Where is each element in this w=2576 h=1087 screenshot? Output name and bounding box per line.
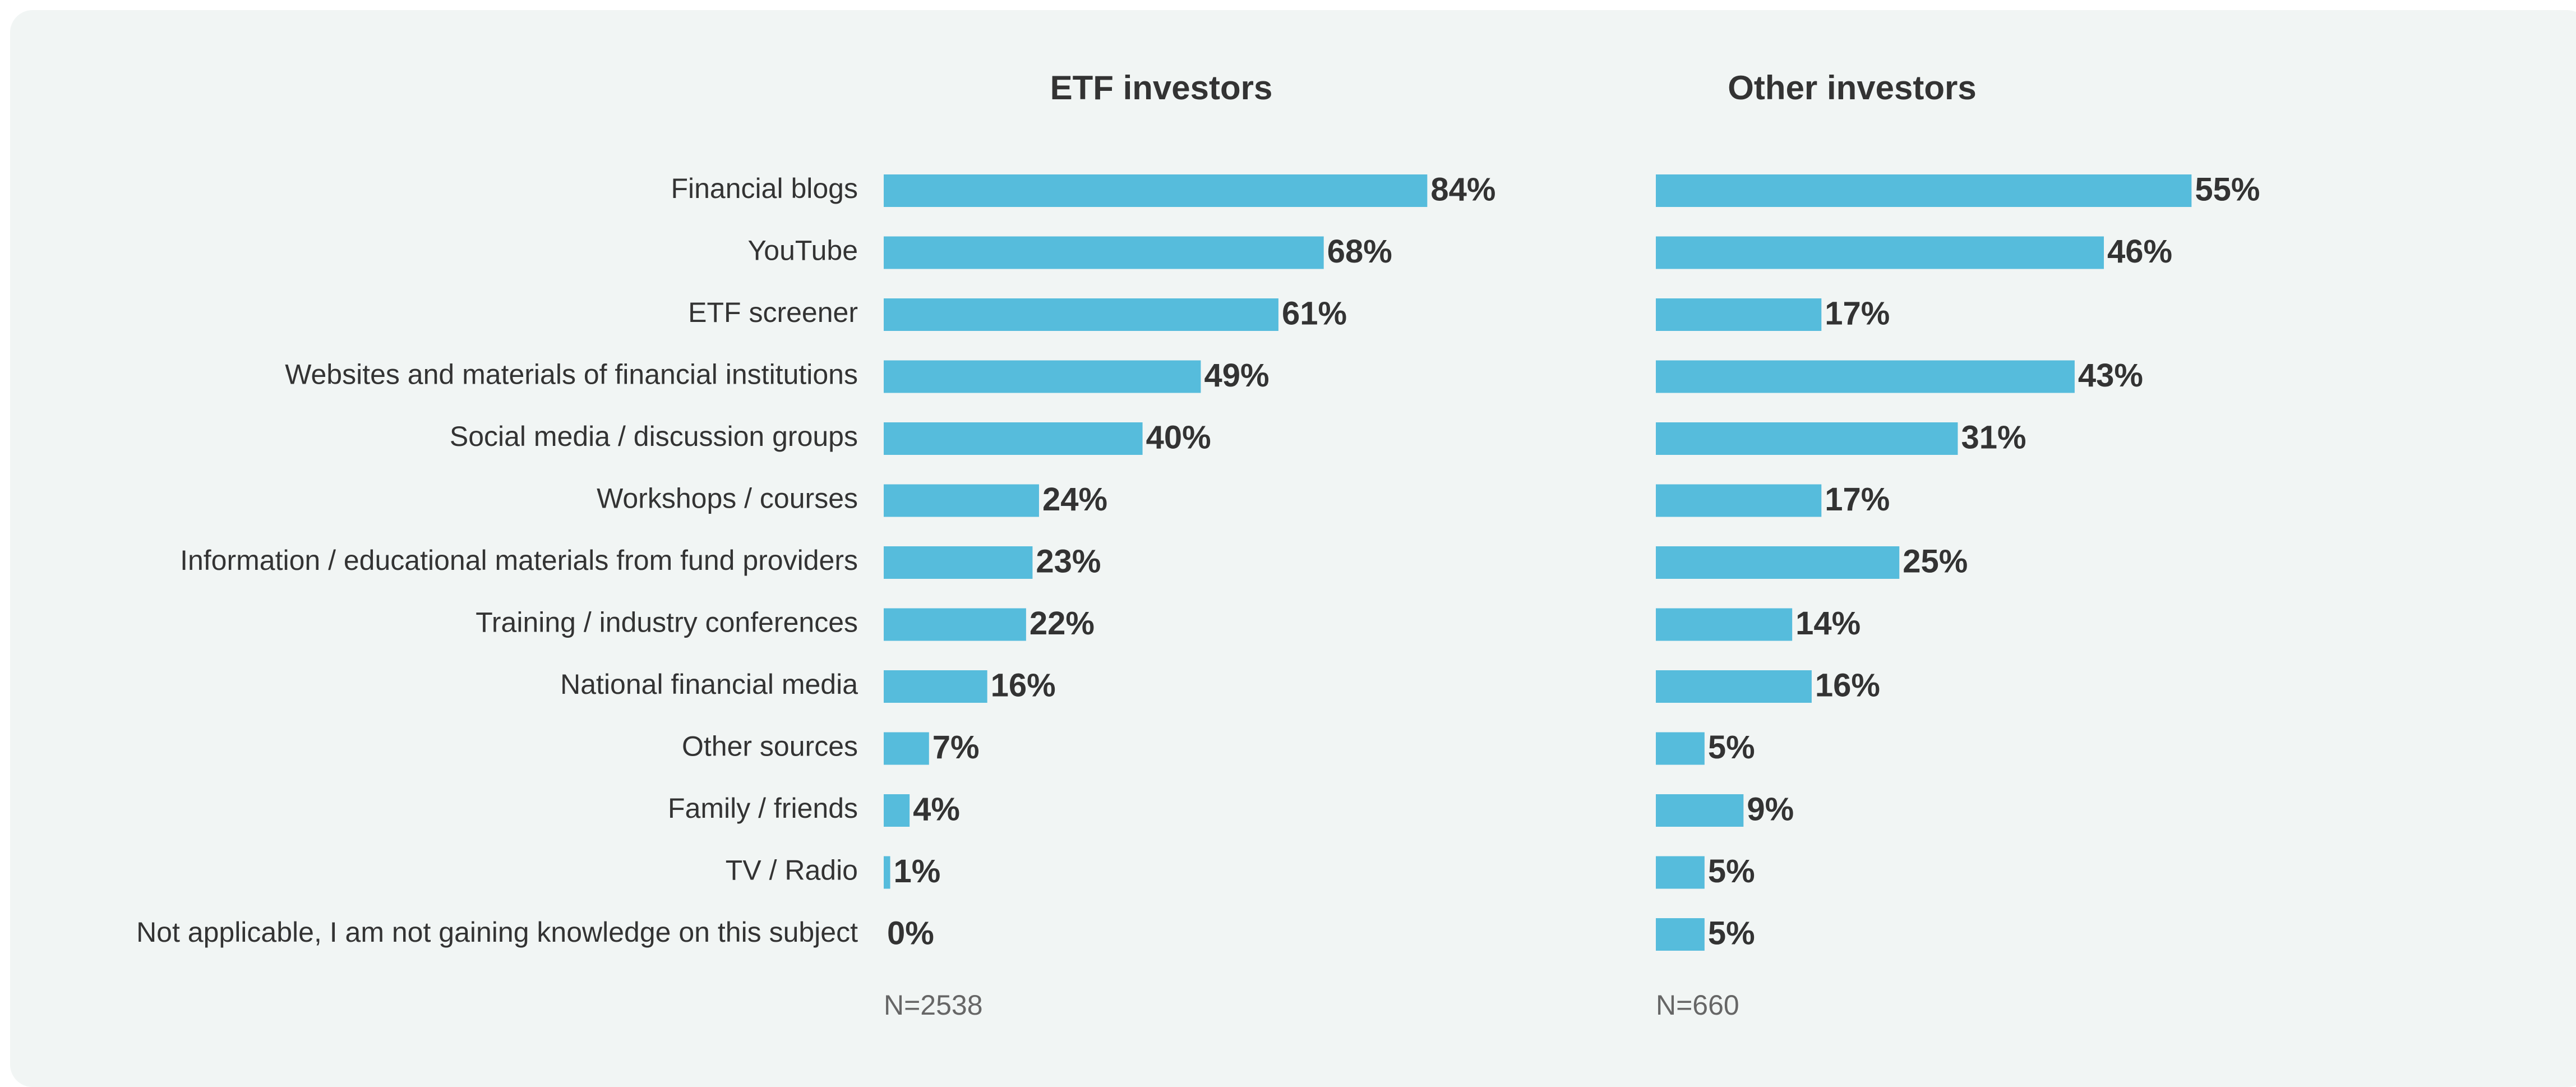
bar bbox=[884, 236, 1324, 269]
category-label: Information / educational materials from… bbox=[180, 545, 858, 576]
bar bbox=[884, 670, 987, 703]
bar bbox=[884, 484, 1039, 517]
bar bbox=[1656, 422, 1958, 455]
bar bbox=[884, 422, 1143, 455]
bar bbox=[1656, 794, 1744, 827]
category-label: National financial media bbox=[560, 669, 858, 700]
category-label: Websites and materials of financial inst… bbox=[285, 359, 858, 390]
bar bbox=[1656, 546, 1900, 579]
bar bbox=[1656, 670, 1812, 703]
value-label: 5% bbox=[1708, 915, 1755, 951]
value-label: 61% bbox=[1282, 295, 1347, 331]
value-label: 49% bbox=[1204, 357, 1269, 394]
value-label: 84% bbox=[1430, 171, 1495, 208]
value-label: 5% bbox=[1708, 729, 1755, 766]
value-label: 40% bbox=[1146, 419, 1211, 455]
bar bbox=[1656, 856, 1705, 889]
category-label: Workshops / courses bbox=[597, 483, 858, 514]
bar bbox=[884, 732, 929, 765]
bar bbox=[1656, 174, 2192, 207]
value-label: 5% bbox=[1708, 853, 1755, 890]
chart-title: Other investors bbox=[1728, 69, 1976, 107]
bar bbox=[884, 856, 890, 889]
bar bbox=[1656, 298, 1822, 331]
value-label: 68% bbox=[1327, 233, 1392, 270]
bar bbox=[884, 360, 1201, 393]
value-label: 25% bbox=[1903, 543, 1968, 579]
value-label: 16% bbox=[991, 667, 1056, 703]
category-label: Family / friends bbox=[668, 793, 858, 824]
value-label: 17% bbox=[1825, 481, 1890, 518]
value-label: 17% bbox=[1825, 295, 1890, 331]
bar bbox=[1656, 918, 1705, 951]
category-label: Training / industry conferences bbox=[476, 607, 858, 638]
bar bbox=[1656, 608, 1793, 641]
category-label: TV / Radio bbox=[726, 855, 858, 886]
bar bbox=[1656, 732, 1705, 765]
value-label: 22% bbox=[1030, 605, 1095, 642]
bar bbox=[1656, 484, 1822, 517]
category-label: Other sources bbox=[682, 731, 858, 762]
bar bbox=[884, 608, 1026, 641]
value-label: 0% bbox=[887, 915, 934, 951]
bar bbox=[1656, 360, 2075, 393]
category-label: Social media / discussion groups bbox=[450, 421, 858, 452]
value-label: 9% bbox=[1747, 791, 1794, 827]
bar bbox=[884, 794, 910, 827]
value-label: 7% bbox=[932, 729, 980, 766]
bar bbox=[884, 546, 1033, 579]
value-label: 4% bbox=[913, 791, 960, 827]
value-label: 43% bbox=[2078, 357, 2143, 394]
category-label: ETF screener bbox=[688, 297, 858, 328]
bar bbox=[1656, 236, 2104, 269]
value-label: 14% bbox=[1795, 605, 1861, 642]
value-label: 24% bbox=[1042, 481, 1107, 518]
sample-size: N=660 bbox=[1656, 989, 1739, 1021]
panel bbox=[10, 10, 2576, 1087]
bar bbox=[884, 174, 1428, 207]
value-label: 16% bbox=[1815, 667, 1880, 703]
category-label: Not applicable, I am not gaining knowled… bbox=[136, 916, 858, 948]
category-label: Financial blogs bbox=[671, 173, 858, 204]
value-label: 31% bbox=[1961, 419, 2026, 455]
value-label: 1% bbox=[894, 853, 941, 890]
value-label: 23% bbox=[1036, 543, 1101, 579]
bar bbox=[884, 298, 1278, 331]
sample-size: N=2538 bbox=[884, 989, 983, 1021]
chart-title: ETF investors bbox=[1050, 69, 1273, 107]
value-label: 46% bbox=[2107, 233, 2172, 270]
category-label: YouTube bbox=[748, 235, 858, 266]
value-label: 55% bbox=[2195, 171, 2260, 208]
